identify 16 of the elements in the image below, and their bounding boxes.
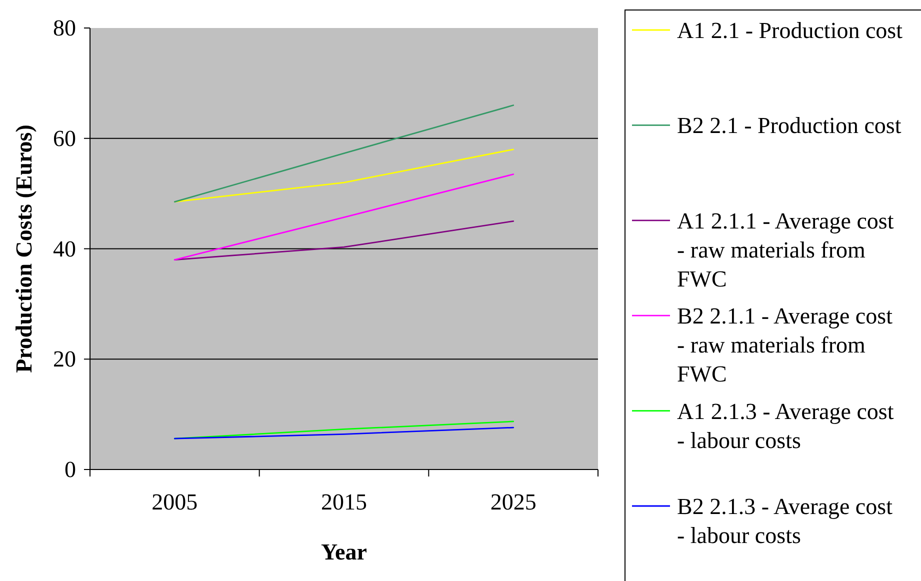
x-tick-label: 2025 [490, 490, 536, 514]
legend-label: B2 2.1.3 - Average cost - labour costs [677, 494, 894, 548]
legend-label: B2 2.1 - Production cost [677, 112, 902, 138]
y-tick-label: 60 [53, 126, 76, 151]
y-tick-label: 40 [53, 236, 76, 262]
x-tick-label: 2005 [152, 490, 198, 514]
legend-label: A1 2.1 - Production cost [677, 18, 904, 42]
legend-label: A1 2.1.3 - Average cost - labour costs [677, 398, 894, 452]
y-tick-label: 80 [53, 16, 76, 40]
y-axis-title: Production Costs (Euros) [12, 124, 36, 373]
x-axis-title: Year [321, 540, 367, 564]
legend-label: B2 2.1.1 - Average cost - raw materials from FWC [677, 303, 894, 386]
y-tick-label: 20 [53, 346, 76, 372]
legend-label: A1 2.1.1 - Average cost - raw materials from FWC [677, 208, 894, 291]
y-tick-label: 0 [64, 457, 76, 482]
x-tick-label: 2015 [321, 490, 367, 514]
